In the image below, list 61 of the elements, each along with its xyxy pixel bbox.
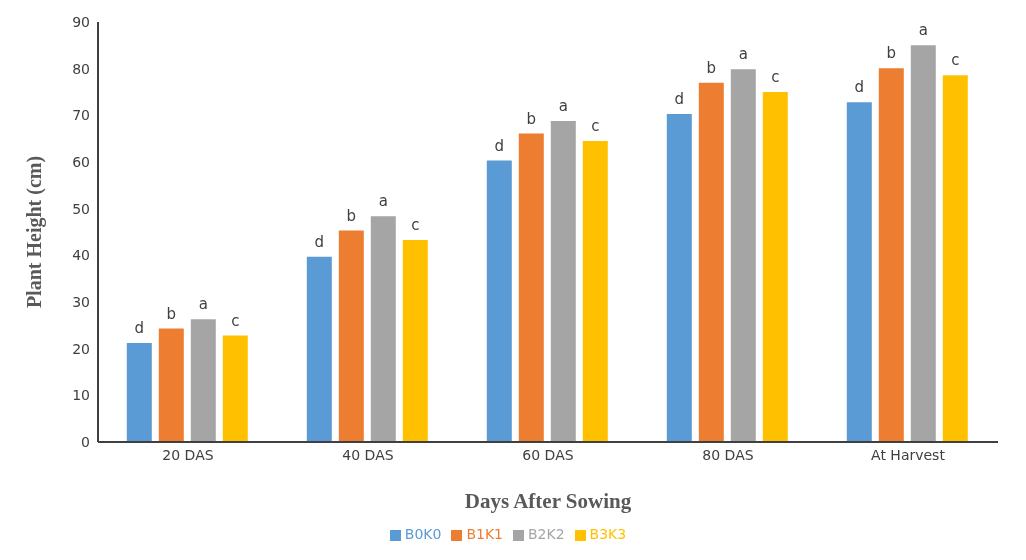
y-tick-label: 80 <box>72 60 90 77</box>
y-tick-label: 50 <box>72 200 90 217</box>
bar <box>338 230 364 442</box>
data-label: d <box>674 89 685 108</box>
x-tick-label: 40 DAS <box>342 446 394 463</box>
x-tick-label: At Harvest <box>871 446 946 463</box>
bar <box>730 69 756 442</box>
y-tick-label: 70 <box>72 107 90 124</box>
data-label: c <box>231 311 240 330</box>
bar <box>942 75 968 442</box>
bar <box>222 335 248 442</box>
data-label: d <box>314 232 325 251</box>
data-label: a <box>918 21 928 40</box>
bar <box>518 133 544 442</box>
bar <box>878 68 904 442</box>
legend-label: B1K1 <box>466 526 503 542</box>
bar <box>550 120 576 442</box>
data-label: d <box>494 136 505 155</box>
data-label: d <box>854 78 865 97</box>
data-label: a <box>558 96 568 115</box>
x-tick-label: 80 DAS <box>702 446 754 463</box>
bar <box>910 45 936 442</box>
x-axis-title: Days After Sowing <box>464 489 632 513</box>
bar <box>126 343 152 442</box>
bar <box>582 141 608 442</box>
bar <box>666 113 692 442</box>
data-label: a <box>738 45 748 64</box>
x-tick-label: 20 DAS <box>162 446 214 463</box>
bar <box>402 239 428 442</box>
data-label: b <box>346 206 357 225</box>
y-tick-label: 30 <box>72 293 90 310</box>
data-label: a <box>378 192 388 211</box>
data-label: a <box>198 295 208 314</box>
y-tick-label: 40 <box>72 247 90 264</box>
y-axis-title: Plant Height (cm) <box>23 155 47 309</box>
data-label: b <box>166 304 177 323</box>
data-label: c <box>951 51 960 70</box>
data-label: d <box>134 319 145 338</box>
y-tick-label: 10 <box>72 387 90 404</box>
legend-label: B0K0 <box>404 526 442 542</box>
bar <box>158 328 184 442</box>
x-tick-label: 60 DAS <box>522 446 574 463</box>
y-tick-label: 20 <box>72 340 90 357</box>
data-label: b <box>526 109 537 128</box>
data-label: b <box>886 44 897 63</box>
data-label: c <box>771 68 780 86</box>
data-label: c <box>411 215 420 234</box>
y-tick-label: 0 <box>81 433 90 450</box>
bar <box>762 92 788 442</box>
bar <box>846 102 872 442</box>
y-tick-label: 90 <box>72 13 90 30</box>
data-label: b <box>706 58 717 77</box>
bar <box>306 256 332 442</box>
bar <box>486 160 512 442</box>
bar <box>190 319 216 442</box>
y-tick-label: 60 <box>72 153 90 170</box>
data-label: c <box>591 117 600 135</box>
legend-label: B2K2 <box>528 526 565 542</box>
bar <box>370 216 396 442</box>
legend-label: B3K3 <box>589 526 627 542</box>
bar <box>698 82 724 442</box>
